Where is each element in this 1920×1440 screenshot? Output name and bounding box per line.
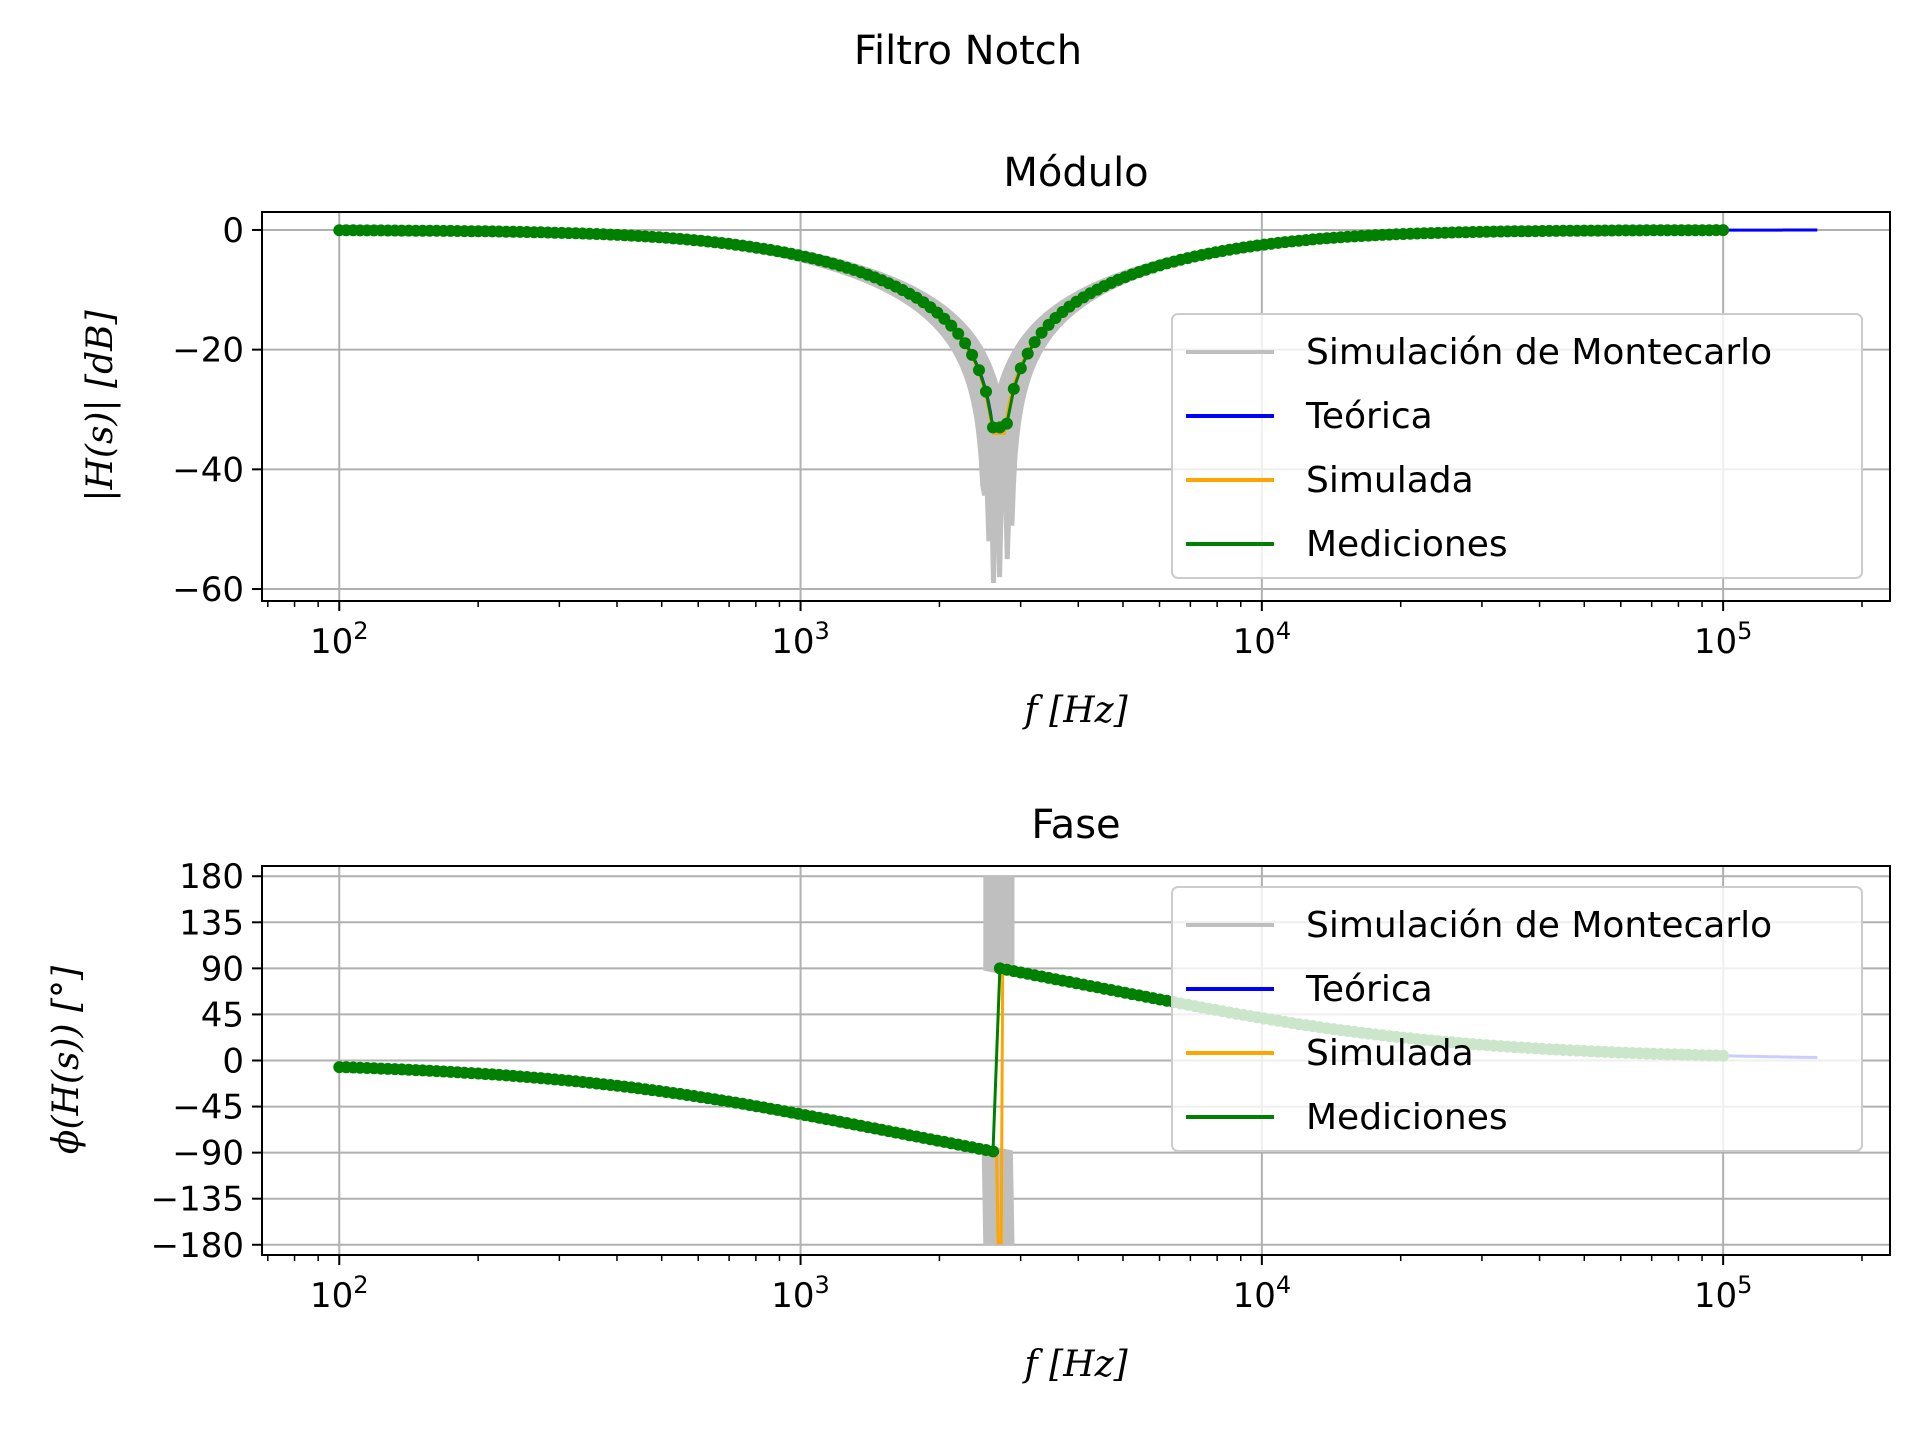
phase-ylabel: ϕ(H(s)) [°] bbox=[46, 965, 87, 1154]
y-tick-label: 0 bbox=[222, 1042, 244, 1082]
y-tick-label: −45 bbox=[172, 1088, 244, 1128]
y-tick-label: −20 bbox=[172, 331, 244, 371]
y-tick-label: −60 bbox=[172, 570, 244, 610]
legend-label: Simulada bbox=[1306, 1033, 1474, 1074]
figure-suptitle: Filtro Notch bbox=[854, 28, 1082, 74]
legend-box bbox=[1171, 886, 1863, 1152]
mediciones-point bbox=[1000, 417, 1013, 430]
module-title: Módulo bbox=[1003, 150, 1148, 196]
mediciones-point bbox=[1717, 224, 1730, 237]
mediciones-point bbox=[1014, 362, 1027, 375]
mediciones-point bbox=[959, 337, 972, 350]
y-tick-label: 135 bbox=[179, 903, 244, 943]
series-mediciones bbox=[333, 224, 1730, 434]
y-tick-label: 90 bbox=[201, 949, 244, 989]
legend-label: Mediciones bbox=[1306, 1097, 1508, 1138]
mediciones-point bbox=[1007, 382, 1020, 395]
y-tick-label: 0 bbox=[222, 211, 244, 251]
legend-label: Teórica bbox=[1305, 969, 1433, 1010]
phase-legend: Simulación de Montecarlo Teórica Simulada M… bbox=[1171, 886, 1863, 1152]
x-tick-label: 102 bbox=[310, 1271, 369, 1316]
mediciones-point bbox=[980, 385, 992, 398]
x-tick-label: 103 bbox=[771, 1271, 830, 1316]
legend-label: Teórica bbox=[1305, 396, 1433, 437]
module-axes-frame bbox=[261, 211, 1891, 602]
legend-label: Mediciones bbox=[1306, 524, 1508, 565]
y-tick-label: −180 bbox=[151, 1226, 244, 1266]
mediciones-point bbox=[1028, 336, 1041, 349]
module-panel: Módulo 102 103 104 105 0 −20 −40 −60 f [Hz] |H(… bbox=[80, 150, 1891, 731]
legend-box bbox=[1171, 313, 1863, 579]
phase-title: Fase bbox=[1031, 802, 1120, 848]
module-ylabel: |H(s)| [dB] bbox=[80, 309, 121, 501]
x-tick-label: 104 bbox=[1233, 1271, 1292, 1316]
y-tick-label: 45 bbox=[201, 995, 244, 1035]
legend-label: Simulación de Montecarlo bbox=[1306, 905, 1772, 946]
phase-ticks: 102 103 104 105 180 135 90 45 0 −45 −90 −135 −180 bbox=[151, 857, 1863, 1316]
mediciones-point bbox=[952, 327, 965, 340]
module-ticks: 102 103 104 105 0 −20 −40 −60 bbox=[172, 211, 1863, 662]
phase-xlabel: f [Hz] bbox=[1021, 1344, 1128, 1385]
x-tick-label: 103 bbox=[771, 617, 830, 662]
module-legend: Simulación de Montecarlo Teórica Simulada M… bbox=[1171, 313, 1863, 579]
mediciones-point bbox=[973, 364, 985, 377]
y-tick-label: −90 bbox=[172, 1134, 244, 1174]
x-tick-label: 102 bbox=[310, 617, 369, 662]
x-tick-label: 105 bbox=[1694, 617, 1753, 662]
y-tick-label: −135 bbox=[151, 1180, 244, 1220]
mediciones-point bbox=[966, 348, 979, 361]
module-series bbox=[333, 224, 1818, 584]
y-tick-label: 180 bbox=[179, 857, 244, 897]
legend-label: Simulación de Montecarlo bbox=[1306, 332, 1772, 373]
legend-label: Simulada bbox=[1306, 460, 1474, 501]
mediciones-point bbox=[1035, 326, 1048, 339]
mediciones-point bbox=[1021, 347, 1034, 360]
module-xlabel: f [Hz] bbox=[1021, 690, 1128, 731]
x-tick-label: 104 bbox=[1233, 617, 1292, 662]
phase-panel: Fase 102 103 104 105 180 135 90 45 0 −45 −90 −135 −1… bbox=[46, 802, 1891, 1385]
mediciones-point bbox=[987, 1145, 999, 1158]
y-tick-label: −40 bbox=[172, 450, 244, 490]
x-tick-label: 105 bbox=[1694, 1271, 1753, 1316]
mediciones-point bbox=[945, 319, 958, 332]
